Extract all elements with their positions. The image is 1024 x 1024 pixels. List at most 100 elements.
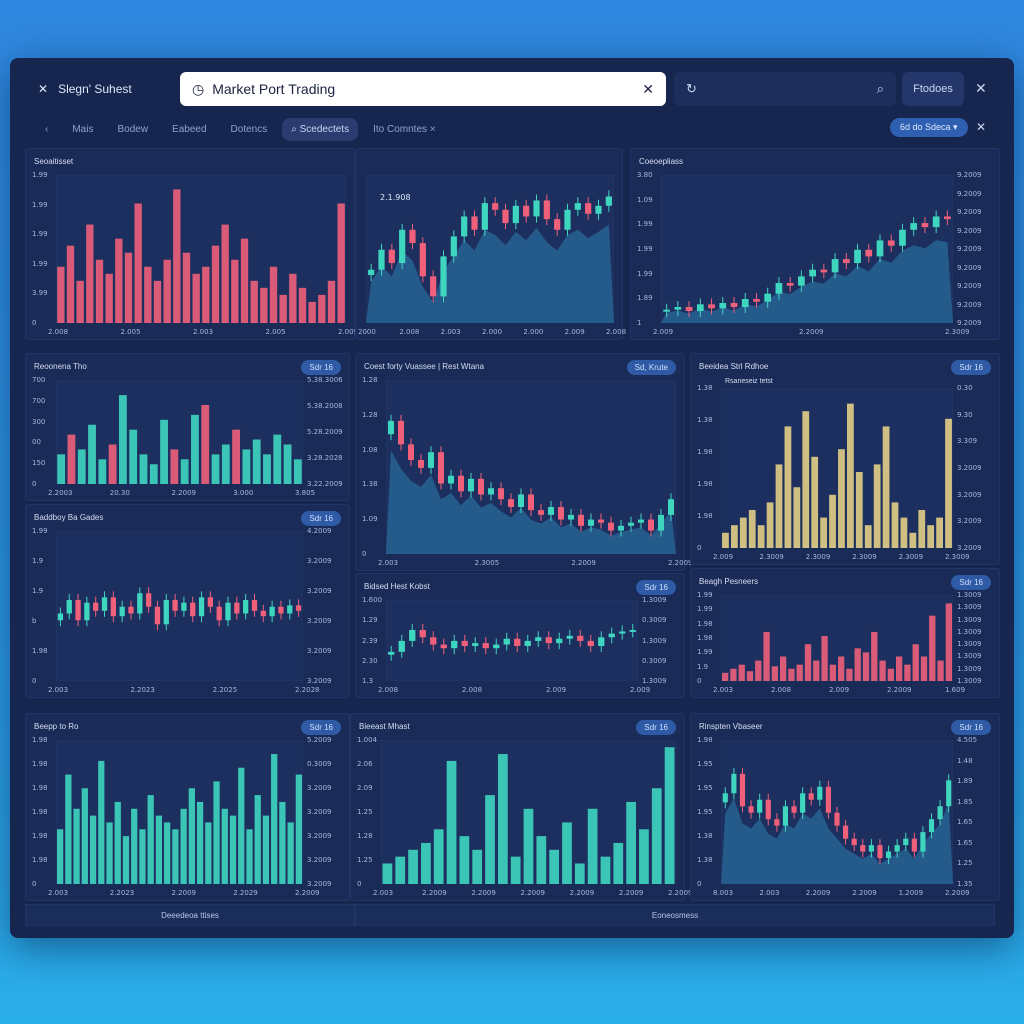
right-tick-label: 1.3009 <box>957 603 982 612</box>
y-tick-label: 00 <box>32 438 41 447</box>
bar <box>155 815 163 884</box>
bar <box>134 203 142 323</box>
bar <box>879 660 886 681</box>
bar <box>76 280 84 323</box>
y-tick-label: 1.09 <box>637 195 653 204</box>
candle <box>587 640 594 647</box>
right-tick-label: 1.65 <box>957 818 973 827</box>
tab-3[interactable]: Dotencs <box>230 124 268 135</box>
right-tick-label: 1.85 <box>957 797 973 806</box>
panel-badge[interactable]: Sdr 16 <box>636 720 676 735</box>
panel-badge[interactable]: Sdr 16 <box>951 720 991 735</box>
tab-action-button[interactable]: 6d do Sdeca ▾ <box>890 118 968 137</box>
x-tick-label: 2.2009 <box>668 889 693 897</box>
bar <box>796 664 803 681</box>
x-tick-label: 3.000 <box>233 489 254 497</box>
panel-badge[interactable]: Sd, Krute <box>626 360 676 375</box>
close-tabs-icon[interactable]: ✕ <box>976 120 987 134</box>
panel-badge[interactable]: Sdr 16 <box>636 580 676 595</box>
right-tick-label: 9.2009 <box>957 171 982 179</box>
tab-0[interactable]: Mais <box>72 124 94 135</box>
candle <box>388 420 394 435</box>
bar <box>262 815 270 884</box>
x-tick-label: 2.2023 <box>109 889 135 897</box>
x-tick-label: 1.2009 <box>898 889 924 897</box>
bar <box>105 273 113 323</box>
candle <box>163 600 169 625</box>
x-tick-label: 2.2009 <box>520 889 546 897</box>
app-title-text: Slegn' Suhest <box>58 82 132 96</box>
bar <box>912 644 919 681</box>
bar <box>523 808 534 884</box>
bar <box>66 245 75 323</box>
candle <box>798 276 805 286</box>
bar <box>862 652 870 681</box>
y-tick-label: 1.99 <box>32 259 48 268</box>
candle <box>128 606 134 614</box>
tab-5[interactable]: Ito Comntes × <box>373 124 436 135</box>
right-tick-label: 3.309 <box>957 437 978 446</box>
x-tick-label: 2.003 <box>713 686 734 694</box>
x-tick-label: 2.2009 <box>799 328 824 336</box>
candle <box>903 838 909 846</box>
x-tick-label: 2.005 <box>120 328 141 336</box>
header-button[interactable]: Ftodoes <box>902 72 964 106</box>
tab-4[interactable]: ⌕ Scedectets <box>282 118 359 141</box>
bar <box>421 842 431 884</box>
clear-search-icon[interactable]: ✕ <box>642 80 654 97</box>
bar <box>57 266 65 323</box>
x-tick-label: 2.008 <box>378 686 399 694</box>
bar <box>887 668 895 681</box>
right-tick-label: 3.2009 <box>307 587 332 595</box>
right-tick-label: 3.28.2028 <box>307 454 343 462</box>
y-tick-label: 1.98 <box>32 736 48 744</box>
candle <box>430 637 437 645</box>
candle <box>388 249 395 264</box>
bar <box>829 664 837 681</box>
bar <box>182 252 191 323</box>
close-icon[interactable]: ✕ <box>975 80 987 96</box>
panel-badge[interactable]: Sdr 16 <box>301 720 341 735</box>
candle <box>110 597 116 617</box>
right-tick-label: 3.2009 <box>957 490 982 499</box>
bar <box>192 273 200 323</box>
refresh-icon[interactable]: ↻ <box>686 81 697 96</box>
candle <box>775 283 783 294</box>
candle <box>868 845 874 852</box>
bar <box>213 781 220 884</box>
search-icon[interactable]: ⌕ <box>876 81 884 96</box>
x-tick-label: 2.3009 <box>945 553 970 561</box>
right-tick-label: 1.35 <box>957 880 973 888</box>
candle <box>944 216 951 220</box>
candle <box>820 269 828 273</box>
candle <box>595 205 602 214</box>
search-bar[interactable]: ◷ ✕ <box>180 72 666 106</box>
menu-icon[interactable]: ✕ <box>38 82 49 96</box>
candle <box>388 651 395 655</box>
right-tick-label: 3.2009 <box>307 617 332 625</box>
candle <box>808 793 814 800</box>
right-tick-label: 1.25 <box>957 859 973 868</box>
candle <box>588 519 594 526</box>
right-tick-label: 1.3009 <box>957 640 982 649</box>
candle <box>478 478 484 495</box>
secondary-search[interactable]: ↻ ⌕ <box>674 72 896 106</box>
bar <box>446 760 457 884</box>
x-tick-label: 2.005 <box>265 328 286 336</box>
x-tick-label: 2.2025 <box>212 686 238 694</box>
panel-badge[interactable]: Sdr 16 <box>301 360 341 375</box>
x-tick-label: 2.3009 <box>945 328 970 336</box>
back-icon[interactable]: ‹ <box>45 124 49 135</box>
panel-title: Rinspten Vbaseer <box>699 722 763 731</box>
x-tick-label: 2.2028 <box>295 686 320 694</box>
bar <box>813 660 820 681</box>
panel-badge[interactable]: Sdr 16 <box>951 360 991 375</box>
tab-2[interactable]: Eabeed <box>172 124 207 135</box>
bar <box>900 517 908 548</box>
panel-badge[interactable]: Sdr 16 <box>301 511 341 526</box>
search-input[interactable] <box>212 81 635 97</box>
candle <box>887 240 895 246</box>
bar <box>536 836 547 884</box>
tab-1[interactable]: Bodew <box>117 124 149 135</box>
panel-badge[interactable]: Sdr 16 <box>951 575 991 590</box>
